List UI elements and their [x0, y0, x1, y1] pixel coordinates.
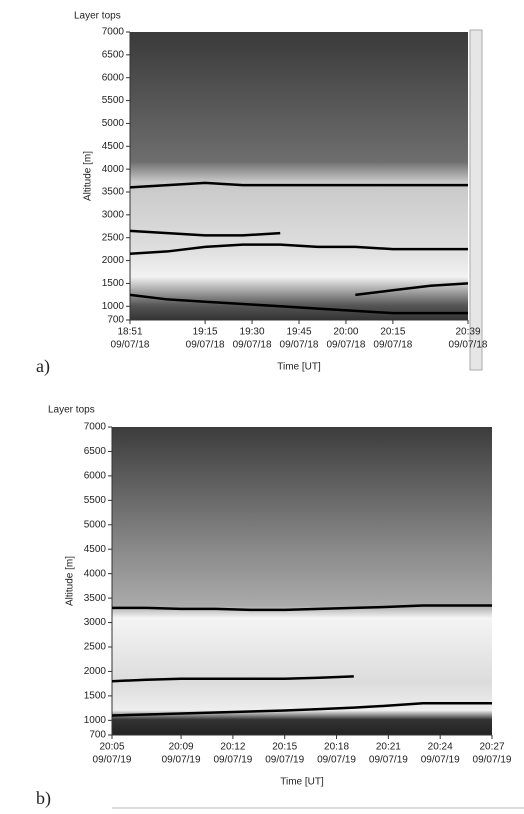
x-tick-label: 20:18 [324, 742, 349, 753]
y-tick-label: 3000 [102, 209, 125, 220]
y-axis-label: Altitude [m] [65, 556, 76, 606]
x-tick-date: 09/07/18 [233, 340, 272, 351]
y-axis-label: Altitude [m] [83, 151, 94, 201]
layer-top-line [129, 243, 468, 255]
backscatter-image [112, 427, 492, 735]
x-tick-label: 20:09 [169, 742, 194, 753]
y-tick-label: 1000 [84, 715, 107, 726]
y-tick-label: 6500 [84, 446, 107, 457]
y-tick-label: 2500 [84, 642, 107, 653]
layer-top-line [129, 229, 281, 237]
x-tick-label: 19:30 [240, 327, 265, 338]
x-axis-label: Time [UT] [277, 362, 321, 373]
y-tick-label: 4000 [102, 164, 125, 175]
y-tick-label: 2500 [102, 232, 125, 243]
x-tick-date: 09/07/19 [162, 755, 201, 766]
y-tick-label: 7000 [102, 27, 125, 38]
x-tick-date: 09/07/18 [186, 340, 225, 351]
y-tick-label: 6000 [102, 72, 125, 83]
y-tick-label: 3000 [84, 617, 107, 628]
y-tick-label: 5500 [102, 95, 125, 106]
chart-title: Layer tops [74, 11, 121, 22]
y-tick-label: 5000 [102, 118, 125, 129]
y-tick-label: 1500 [102, 278, 125, 289]
x-tick-label: 20:12 [220, 742, 245, 753]
y-tick-label: 2000 [84, 666, 107, 677]
layer-top-line [129, 293, 468, 315]
y-tick-label: 5500 [84, 495, 107, 506]
y-tick-label: 1000 [102, 301, 125, 312]
layer-top-line [111, 675, 354, 683]
y-tick-label: 6000 [84, 471, 107, 482]
layer-top-line [112, 604, 492, 612]
x-tick-date: 09/07/19 [421, 755, 460, 766]
x-tick-label: 20:00 [333, 327, 358, 338]
x-tick-date: 09/07/18 [280, 340, 319, 351]
layer-top-line [355, 282, 469, 297]
x-tick-date: 09/07/18 [111, 340, 150, 351]
y-tick-label: 700 [89, 730, 106, 741]
y-tick-label: 4000 [84, 568, 107, 579]
x-tick-label: 20:05 [99, 742, 124, 753]
x-tick-date: 09/07/19 [93, 755, 132, 766]
layer-top-line [111, 701, 492, 717]
y-tick-label: 6500 [102, 49, 125, 60]
x-tick-label: 20:39 [455, 327, 480, 338]
backscatter-image [130, 32, 468, 320]
x-tick-label: 20:21 [376, 742, 401, 753]
y-tick-label: 2000 [102, 255, 125, 266]
layer-top-line [129, 181, 468, 189]
x-tick-label: 20:27 [479, 742, 504, 753]
y-tick-label: 3500 [102, 187, 125, 198]
x-tick-date: 09/07/18 [326, 340, 365, 351]
x-tick-label: 18:51 [117, 327, 142, 338]
x-tick-date: 09/07/19 [369, 755, 408, 766]
x-tick-label: 20:15 [272, 742, 297, 753]
x-tick-date: 09/07/19 [473, 755, 512, 766]
y-tick-label: 3500 [84, 593, 107, 604]
x-tick-date: 09/07/18 [373, 340, 412, 351]
y-tick-label: 4500 [84, 544, 107, 555]
chart-title: Layer tops [48, 405, 95, 416]
x-tick-date: 09/07/19 [265, 755, 304, 766]
x-tick-label: 20:15 [380, 327, 405, 338]
panel-label: a) [36, 356, 50, 377]
x-tick-date: 09/07/19 [213, 755, 252, 766]
y-tick-label: 700 [107, 315, 124, 326]
y-tick-label: 7000 [84, 422, 107, 433]
x-tick-label: 19:15 [193, 327, 218, 338]
x-tick-date: 09/07/19 [317, 755, 356, 766]
x-tick-label: 19:45 [286, 327, 311, 338]
y-tick-label: 4500 [102, 141, 125, 152]
x-tick-label: 20:24 [428, 742, 453, 753]
x-tick-date: 09/07/18 [449, 340, 488, 351]
scrollbar [469, 29, 483, 371]
x-axis-label: Time [UT] [280, 777, 324, 788]
y-tick-label: 5000 [84, 519, 107, 530]
panel-label: b) [36, 788, 51, 809]
y-tick-label: 1500 [84, 691, 107, 702]
